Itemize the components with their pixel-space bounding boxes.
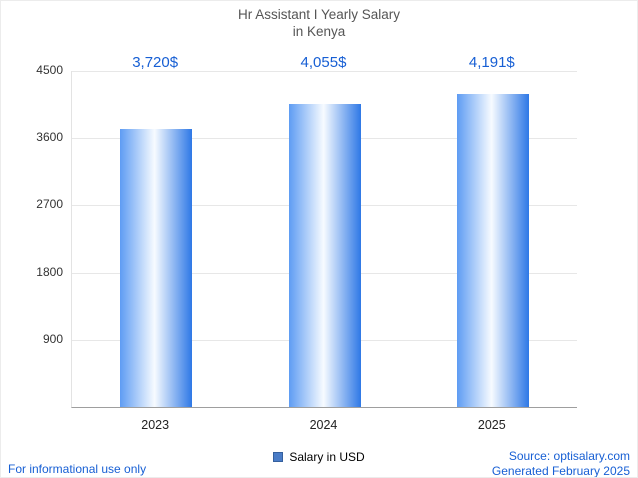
bar-value-label: 4,191$	[468, 54, 515, 71]
generated-date: Generated February 2025	[491, 464, 630, 478]
x-axis-label: 2024	[309, 418, 338, 432]
legend: Salary in USD	[1, 450, 637, 464]
chart-title: Hr Assistant I Yearly Salary	[237, 7, 401, 22]
legend-label: Salary in USD	[289, 450, 365, 464]
chart-title-block: Hr Assistant I Yearly Salary in Kenya	[1, 6, 637, 40]
bar-value-label: 4,055$	[300, 54, 347, 71]
gridline	[72, 71, 577, 72]
chart-subtitle: in Kenya	[292, 24, 346, 39]
y-tick-label: 2700	[36, 197, 63, 212]
y-tick-label: 4500	[36, 63, 63, 77]
y-tick-label: 1800	[36, 264, 63, 279]
source-block: Source: optisalary.com Generated Februar…	[491, 449, 630, 478]
source-link[interactable]: Source: optisalary.com	[508, 449, 630, 463]
bar-2025	[456, 94, 529, 407]
bar-value-label: 3,720$	[132, 54, 179, 71]
bar-2023	[120, 129, 193, 407]
x-axis-label: 2023	[141, 418, 170, 432]
x-axis-label: 2025	[477, 418, 506, 432]
legend-swatch-icon	[273, 452, 284, 462]
bar-2024	[288, 104, 361, 407]
y-tick-label: 3600	[36, 130, 63, 145]
y-tick-label: 900	[42, 331, 63, 346]
disclaimer-text: For informational use only	[8, 462, 147, 476]
plot-area	[71, 71, 577, 408]
